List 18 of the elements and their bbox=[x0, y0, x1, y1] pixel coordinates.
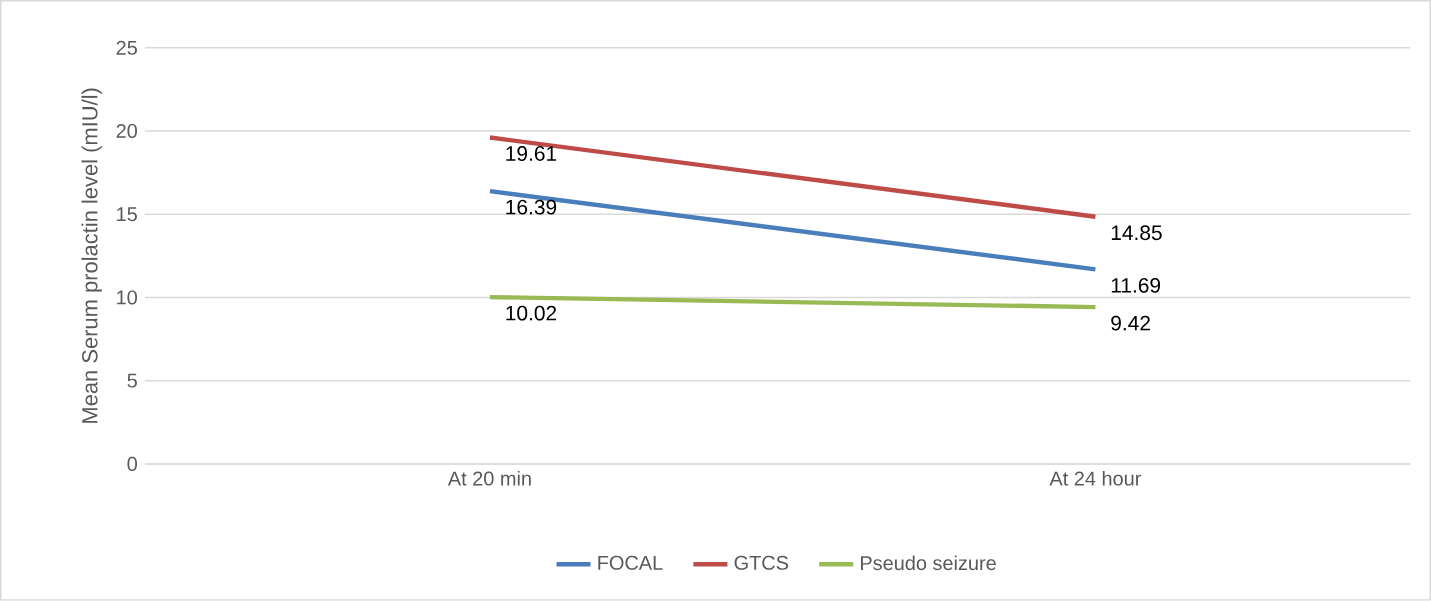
data-label: 11.69 bbox=[1111, 278, 1161, 293]
y-tick-label: 5 bbox=[127, 373, 137, 388]
y-tick-label: 10 bbox=[117, 290, 137, 305]
y-tick-label: 25 bbox=[116, 40, 137, 55]
y-tick-label: 20 bbox=[116, 124, 137, 139]
data-label: 14.85 bbox=[1111, 225, 1162, 241]
y-tick-label: 0 bbox=[127, 457, 137, 472]
data-label: 9.42 bbox=[1111, 315, 1150, 331]
legend-label: FOCAL bbox=[598, 555, 663, 571]
legend-label: GTCS bbox=[734, 555, 789, 571]
y-tick-label: 15 bbox=[117, 207, 137, 222]
data-label: 16.39 bbox=[506, 199, 557, 215]
y-axis-title: Mean Serum prolactin level (mIU/l) bbox=[81, 88, 102, 423]
x-tick-label: At 24 hour bbox=[1049, 471, 1142, 486]
data-label: 10.02 bbox=[506, 305, 557, 321]
x-tick-label: At 20 min bbox=[447, 471, 531, 486]
data-label: 19.61 bbox=[506, 146, 557, 162]
legend-label: Pseudo seizure bbox=[861, 555, 996, 571]
